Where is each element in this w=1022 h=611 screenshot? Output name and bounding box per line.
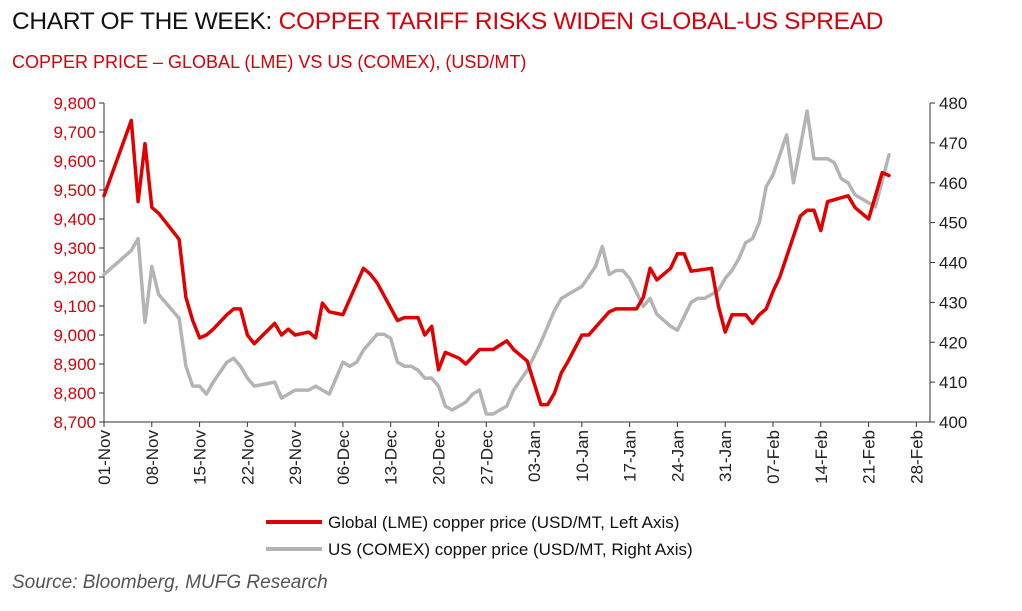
left-tick-label: 9,300 [53, 239, 96, 258]
right-tick-label: 460 [939, 174, 967, 193]
right-tick-label: 470 [939, 134, 967, 153]
right-tick-label: 480 [939, 94, 967, 113]
left-tick-label: 8,800 [53, 384, 96, 403]
left-tick-label: 9,700 [53, 123, 96, 142]
right-tick-label: 410 [939, 373, 967, 392]
series-line-lme [102, 118, 891, 407]
chart-title-prefix: CHART OF THE WEEK: [12, 8, 279, 35]
right-tick-label: 430 [939, 293, 967, 312]
right-tick-label: 400 [939, 413, 967, 432]
left-tick-label: 9,500 [53, 181, 96, 200]
x-tick-label: 22-Nov [238, 430, 257, 485]
x-tick-label: 28-Feb [907, 430, 926, 484]
x-tick-label: 29-Nov [286, 430, 305, 485]
chart-series [102, 109, 891, 416]
source-note: Source: Bloomberg, MUFG Research [12, 572, 328, 593]
x-tick-label: 10-Jan [573, 430, 592, 482]
x-tick-label: 07-Feb [764, 430, 783, 484]
left-tick-label: 9,400 [53, 210, 96, 229]
chart-legend: Global (LME) copper price (USD/MT, Left … [266, 513, 693, 559]
right-tick-label: 420 [939, 333, 967, 352]
x-tick-label: 06-Dec [334, 430, 353, 485]
left-tick-label: 9,100 [53, 297, 96, 316]
chart-axes: 9,800 9,700 9,600 9,500 9,400 9,300 9,200 9,100… [53, 94, 967, 485]
left-tick-label: 9,800 [53, 94, 96, 113]
left-tick-label: 8,700 [53, 413, 96, 432]
x-tick-label: 20-Dec [429, 430, 448, 485]
chart-title: CHART OF THE WEEK: COPPER TARIFF RISKS W… [12, 8, 883, 36]
x-tick-label: 01-Nov [95, 430, 114, 485]
x-tick-label: 08-Nov [143, 430, 162, 485]
x-tick-label: 13-Dec [382, 430, 401, 485]
legend-label-comex: US (COMEX) copper price (USD/MT, Right A… [328, 540, 693, 559]
chart-title-main: COPPER TARIFF RISKS WIDEN GLOBAL-US SPRE… [278, 8, 884, 35]
x-tick-label: 21-Feb [860, 430, 879, 484]
x-tick-label: 17-Jan [621, 430, 640, 482]
x-tick-label: 14-Feb [812, 430, 831, 484]
left-tick-label: 9,000 [53, 326, 96, 345]
left-tick-label: 9,200 [53, 268, 96, 287]
legend-label-lme: Global (LME) copper price (USD/MT, Left … [328, 513, 679, 532]
left-tick-label: 8,900 [53, 355, 96, 374]
left-tick-label: 9,600 [53, 152, 96, 171]
chart-subtitle: COPPER PRICE – GLOBAL (LME) VS US (COMEX… [12, 52, 527, 72]
right-tick-label: 440 [939, 254, 967, 273]
x-tick-label: 15-Nov [191, 430, 210, 485]
x-tick-label: 31-Jan [716, 430, 735, 482]
series-line-comex [102, 109, 891, 416]
x-tick-label: 27-Dec [477, 430, 496, 485]
x-tick-label: 03-Jan [525, 430, 544, 482]
right-tick-label: 450 [939, 214, 967, 233]
x-tick-label: 24-Jan [668, 430, 687, 482]
